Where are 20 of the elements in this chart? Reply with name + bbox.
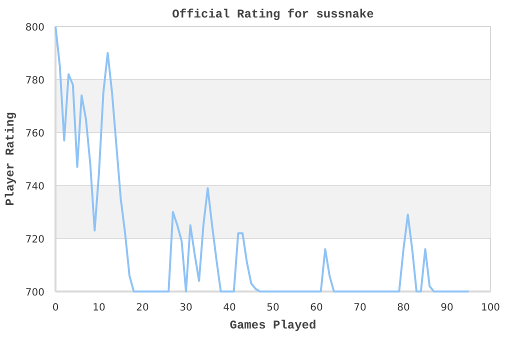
- x-tick-label: 40: [223, 302, 236, 314]
- x-tick-label: 50: [266, 302, 280, 314]
- y-tick-label: 740: [25, 182, 45, 192]
- y-tick-label: 800: [25, 22, 45, 34]
- x-tick-label: 70: [354, 302, 366, 314]
- x-tick-label: 20: [136, 302, 149, 314]
- y-tick-label: 700: [25, 288, 45, 298]
- x-tick-label: 10: [92, 302, 106, 314]
- y-axis-title: Player Rating: [3, 112, 18, 206]
- x-tick-label: 90: [440, 302, 454, 314]
- x-tick-label: 30: [180, 302, 192, 314]
- x-tick-label: 80: [397, 302, 410, 314]
- x-tick-label: 60: [310, 302, 323, 314]
- x-axis-title: Games Played: [230, 318, 316, 332]
- x-tick-label: 0: [52, 302, 59, 314]
- y-tick-label: 760: [25, 128, 45, 140]
- y-tick-label: 780: [25, 76, 45, 86]
- y-tick-label: 720: [25, 234, 45, 246]
- x-tick-label: 100: [480, 302, 500, 314]
- chart-title: Official Rating for sussnake: [172, 8, 374, 22]
